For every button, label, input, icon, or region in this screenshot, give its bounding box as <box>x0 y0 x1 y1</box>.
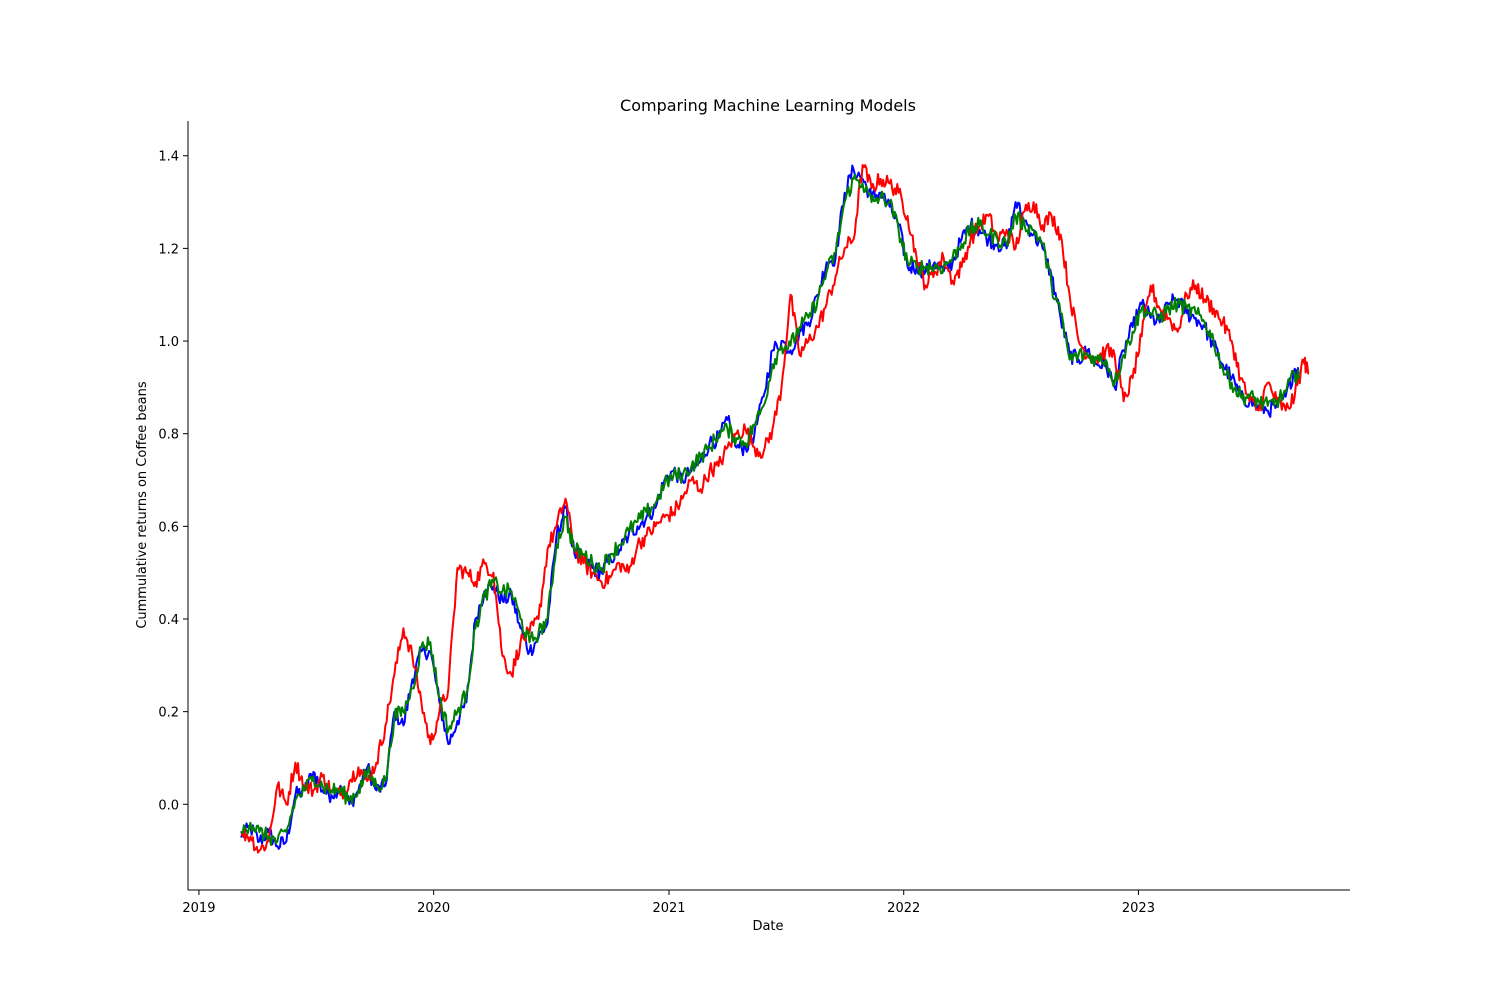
y-axis-label: Cummulative returns on Coffee beans <box>135 381 150 629</box>
plot-lines <box>240 164 1310 854</box>
y-tick-label: 1.0 <box>158 335 179 350</box>
y-tick-label: 0.6 <box>158 520 179 535</box>
x-axis-label: Date <box>752 919 783 934</box>
y-tick-label: 0.8 <box>158 428 179 443</box>
x-tick-label: 2021 <box>652 901 685 916</box>
series-line-1 <box>240 164 1300 850</box>
series-line-3 <box>240 173 1300 846</box>
y-tick-label: 1.4 <box>158 150 179 165</box>
x-tick-label: 2023 <box>1122 901 1155 916</box>
series-line-2 <box>240 164 1310 854</box>
x-tick-label: 2019 <box>182 901 215 916</box>
x-tick-label: 2022 <box>887 901 920 916</box>
y-tick-label: 0.4 <box>158 613 179 628</box>
y-axis-ticks: 0.0 0.2 0.4 0.6 0.8 1.0 1.2 1.4 <box>158 150 188 813</box>
x-tick-label: 2020 <box>417 901 450 916</box>
y-tick-label: 0.0 <box>158 798 179 813</box>
x-axis-ticks: 2019 2020 2021 2022 2023 <box>182 890 1155 916</box>
chart-title: Comparing Machine Learning Models <box>620 96 916 115</box>
y-tick-label: 0.2 <box>158 706 179 721</box>
y-tick-label: 1.2 <box>158 242 179 257</box>
